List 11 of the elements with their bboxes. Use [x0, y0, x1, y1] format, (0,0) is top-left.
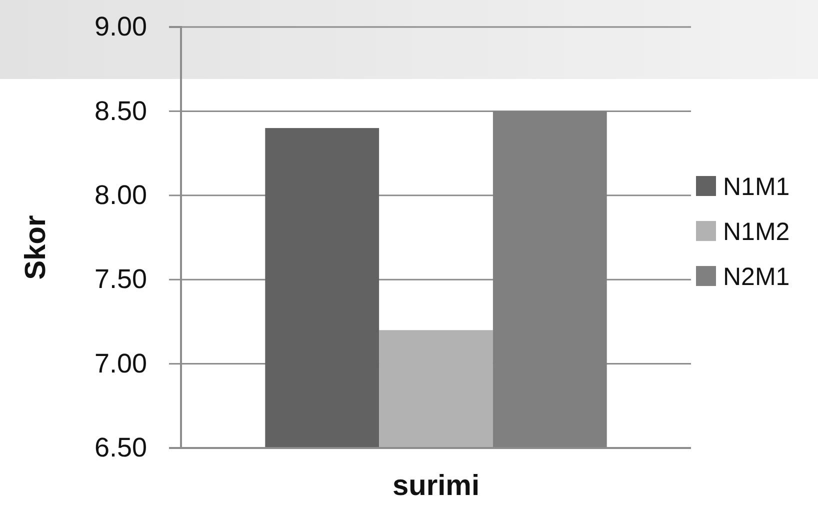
y-tick-label: 7.00 — [94, 348, 147, 378]
legend-label: N1M2 — [723, 218, 790, 246]
y-tick-label: 8.00 — [94, 180, 147, 210]
x-axis-title: surimi — [392, 470, 480, 502]
y-tick-label: 7.50 — [94, 264, 147, 294]
y-axis-title: Skor — [20, 215, 52, 280]
legend-label: N2M1 — [723, 263, 790, 291]
y-tick-label: 9.00 — [94, 12, 147, 42]
y-tick-label: 8.50 — [94, 96, 147, 126]
y-tick-label: 6.50 — [94, 432, 147, 463]
legend-label: N1M1 — [723, 173, 790, 201]
